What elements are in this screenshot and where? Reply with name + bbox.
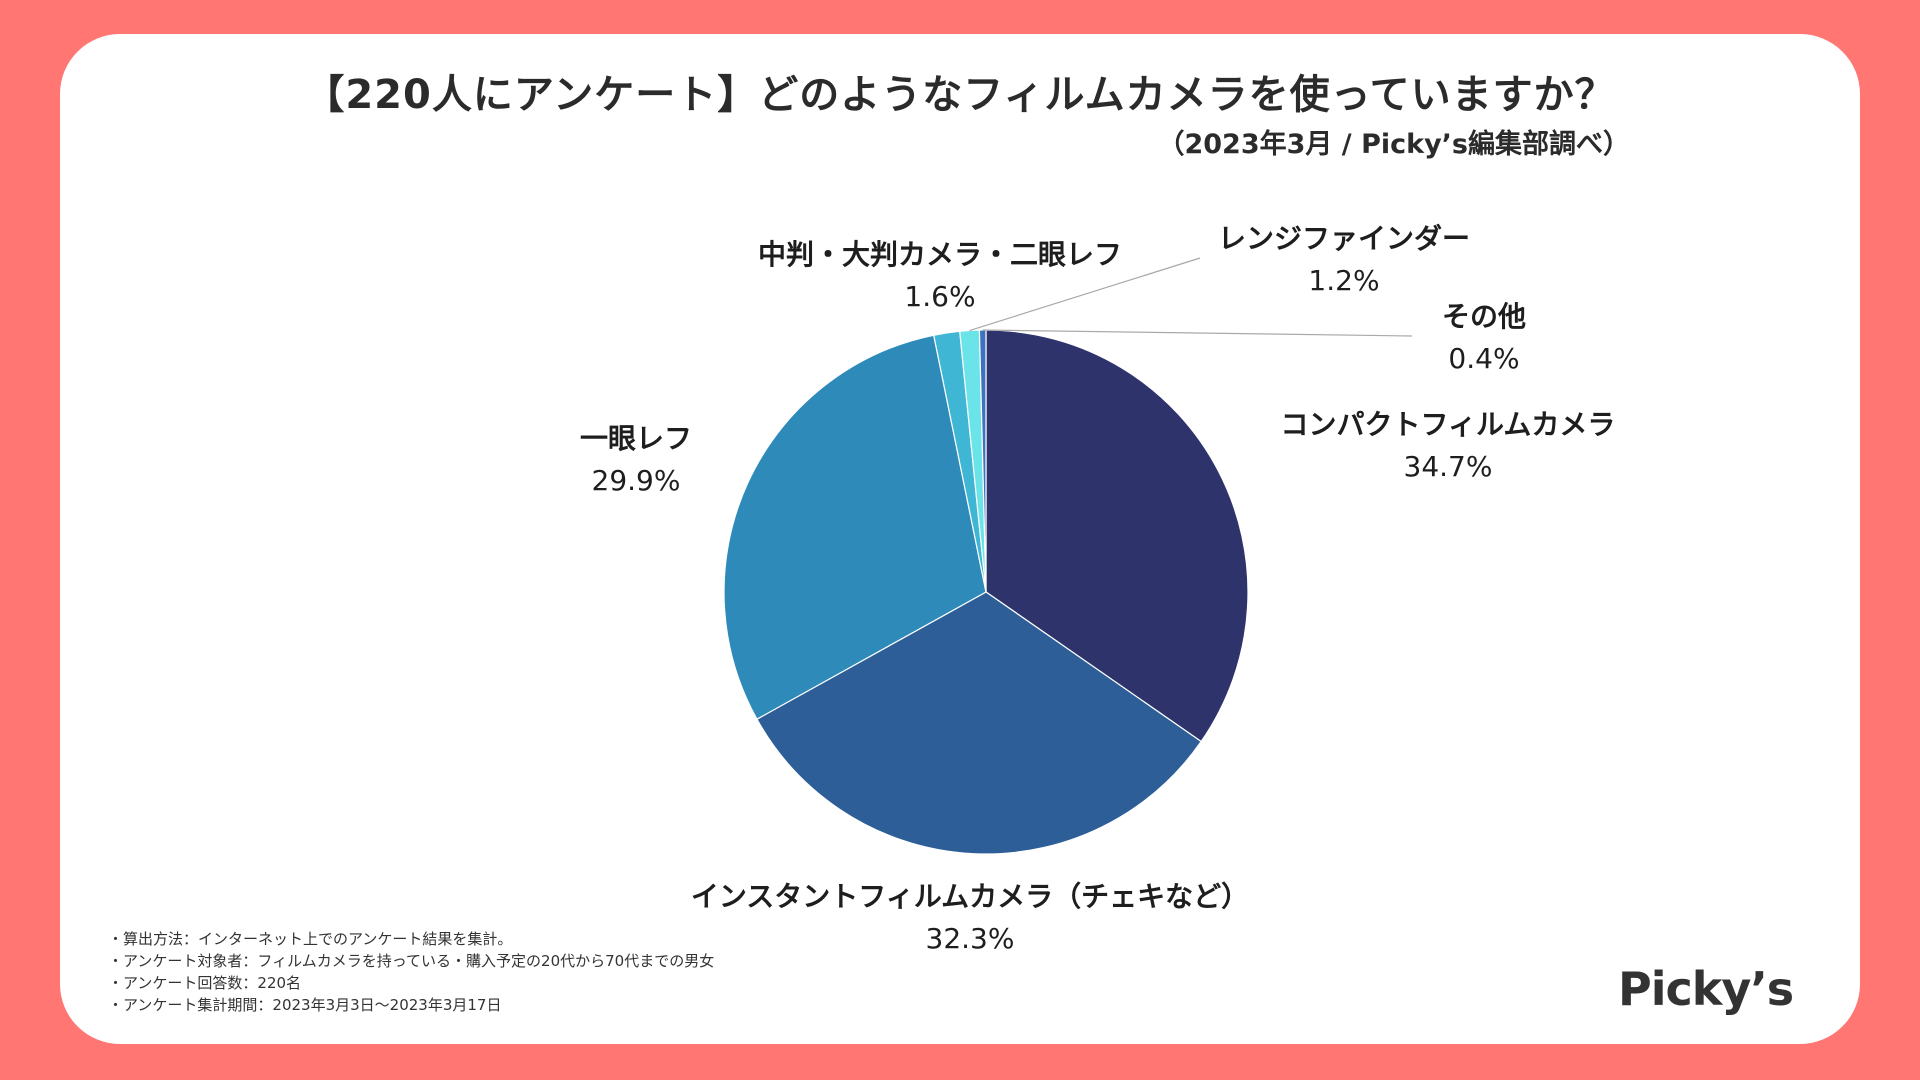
pie-slice-1 [756,591,1202,855]
slice-value-2: 29.9% [592,464,681,497]
survey-notes: ・算出方法：インターネット上でのアンケート結果を集計。 ・アンケート対象者：フィ… [108,928,714,1016]
slice-label-2: 一眼レフ [580,422,692,455]
chart-subtitle: （2023年3月 / Picky’s編集部調べ） [1157,129,1630,160]
slice-label-1: インスタントフィルムカメラ（チェキなど） [691,880,1249,913]
note-method: ・算出方法：インターネット上でのアンケート結果を集計。 [108,930,513,948]
slice-value-1: 32.3% [926,922,1015,955]
pie-slice-0 [985,329,1249,743]
slice-label-5: その他 [1442,300,1526,333]
slice-label-4: レンジファインダー [1218,222,1470,255]
pickys-logo: Picky’s [1618,962,1794,1016]
note-period: ・アンケート集計期間：2023年3月3日〜2023年3月17日 [108,996,502,1014]
note-target: ・アンケート対象者：フィルムカメラを持っている・購入予定の20代から70代までの… [108,952,715,970]
note-count: ・アンケート回答数：220名 [108,974,302,992]
pie-slice-2 [723,334,987,721]
slice-value-3: 1.6% [904,280,975,313]
leader-line-5 [982,329,1413,337]
slice-value-5: 0.4% [1448,342,1519,375]
slice-label-3: 中判・大判カメラ・二眼レフ [758,238,1122,271]
slice-label-0: コンパクトフィルムカメラ [1281,408,1616,441]
chart-title: 【220人にアンケート】どのようなフィルムカメラを使っていますか？ [304,72,1616,118]
slice-value-4: 1.2% [1308,264,1379,297]
slice-value-0: 34.7% [1404,450,1493,483]
leader-line-4 [969,257,1201,332]
